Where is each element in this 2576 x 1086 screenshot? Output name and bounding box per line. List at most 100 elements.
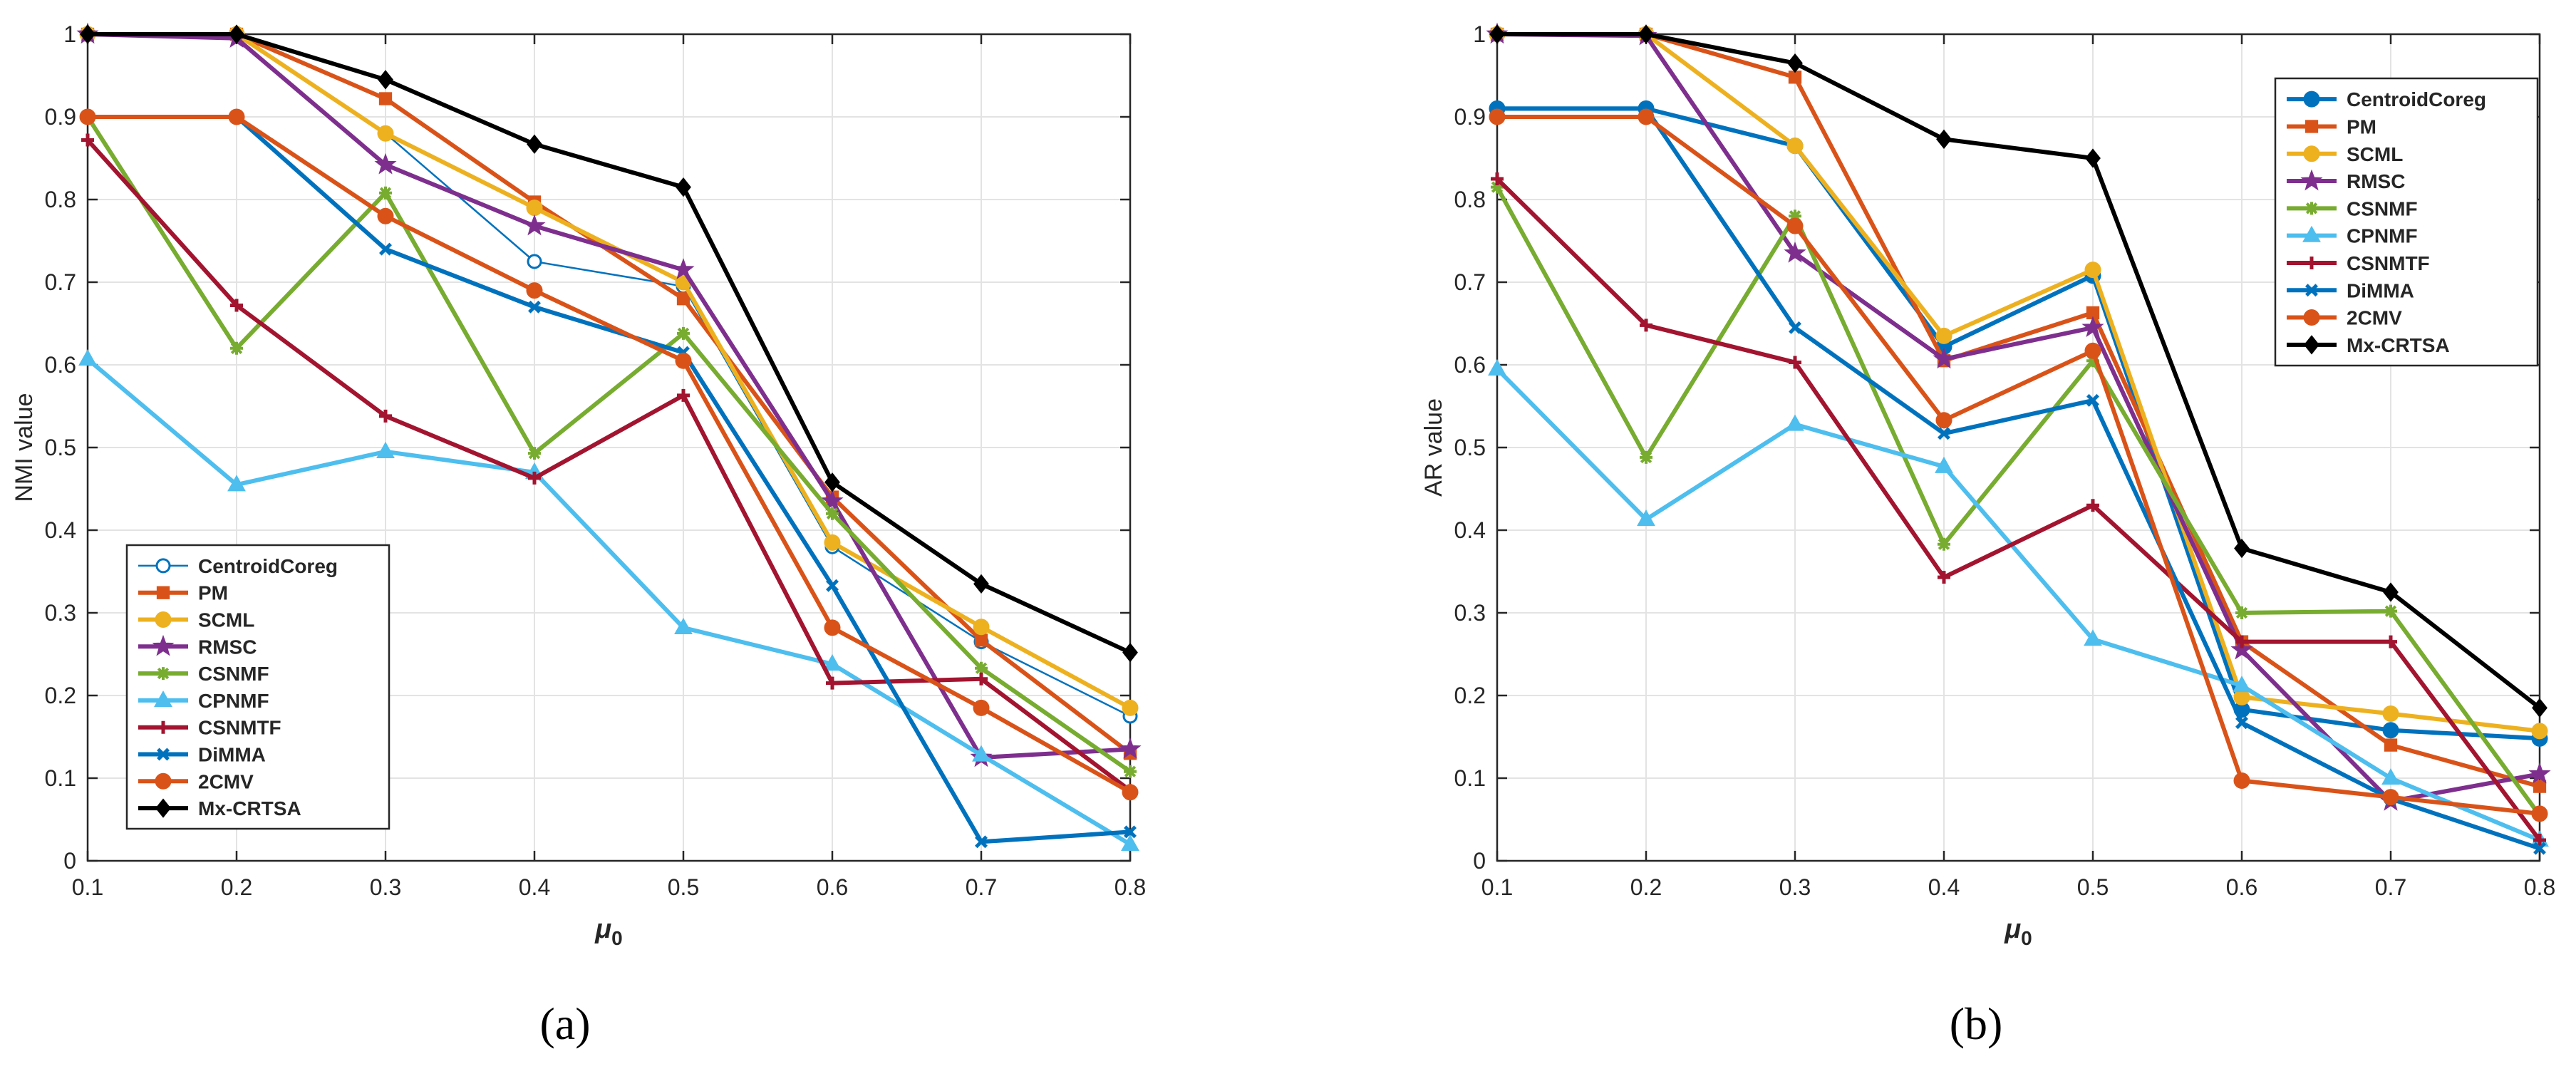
data-point — [528, 447, 541, 460]
y-tick-label: 0.1 — [1454, 765, 1486, 791]
data-point — [975, 661, 988, 675]
x-tick-label: 0.6 — [817, 874, 848, 900]
data-point — [1788, 71, 1802, 84]
caption-b: (b) — [1949, 998, 2003, 1049]
data-point — [378, 92, 393, 105]
marker-diamond — [155, 798, 171, 818]
data-point — [2528, 762, 2551, 784]
data-point — [2233, 772, 2250, 789]
marker-x — [379, 242, 392, 256]
data-point — [2532, 698, 2547, 718]
marker-x — [826, 579, 839, 592]
data-point — [2382, 705, 2399, 723]
legend-item-scml: SCML — [2287, 143, 2403, 165]
series-line — [1497, 115, 2540, 816]
data-point — [2235, 606, 2248, 619]
x-tick-label: 0.8 — [1114, 874, 1146, 900]
marker-x — [975, 835, 988, 849]
legend-marker — [2303, 90, 2320, 108]
legend-marker — [2303, 145, 2320, 162]
data-point — [2383, 582, 2399, 602]
marker-plus — [81, 133, 94, 147]
marker-circle — [2084, 262, 2101, 279]
data-point — [1789, 210, 1801, 223]
data-point — [78, 349, 97, 366]
data-point — [1122, 784, 1139, 801]
marker-x — [157, 748, 170, 761]
marker-star — [2300, 169, 2323, 191]
marker-triangle — [823, 654, 842, 671]
data-point — [2084, 342, 2101, 359]
marker-diamond — [2532, 698, 2547, 718]
marker-triangle — [78, 349, 97, 366]
legend-label: 2CMV — [2347, 307, 2402, 329]
data-point — [526, 282, 543, 299]
marker-asterisk — [379, 186, 392, 200]
series-cpnmf — [1488, 358, 2549, 847]
x-axis-label: μ0 — [594, 914, 623, 949]
legend-item-pm: PM — [2287, 115, 2376, 138]
marker-circle — [2233, 772, 2250, 789]
y-tick-label: 0.4 — [45, 517, 76, 543]
data-point — [677, 388, 690, 402]
data-point — [2382, 722, 2399, 739]
legend-marker — [2305, 256, 2318, 269]
marker-square — [378, 92, 393, 105]
legend-item-scml: SCML — [138, 609, 254, 631]
legend-label: PM — [2347, 115, 2376, 138]
marker-plus — [157, 720, 170, 734]
x-tick-label: 0.4 — [1928, 874, 1960, 900]
y-tick-label: 1 — [1473, 21, 1486, 47]
marker-asterisk — [1640, 450, 1652, 464]
marker-circle — [2303, 309, 2320, 326]
legend-item-dimma: DiMMA — [2287, 279, 2414, 301]
marker-square — [156, 586, 170, 599]
series-line — [1497, 32, 2540, 789]
y-axis-label: NMI value — [11, 393, 38, 502]
data-point — [1491, 180, 1504, 194]
series-csnmf — [1491, 180, 2546, 822]
marker-asterisk — [2384, 604, 2397, 618]
marker-asterisk — [975, 661, 988, 675]
marker-asterisk — [826, 507, 839, 520]
data-point — [973, 619, 990, 636]
marker-plus — [975, 672, 988, 686]
legend-marker — [157, 720, 170, 734]
data-point — [378, 70, 393, 90]
marker-circle — [527, 254, 542, 269]
series-line — [88, 32, 1132, 755]
data-point — [1789, 356, 1801, 369]
data-point — [1488, 358, 1506, 376]
legend-marker — [2302, 225, 2321, 242]
y-tick-label: 0.3 — [1454, 600, 1486, 626]
series-line — [1495, 186, 2542, 817]
marker-circle — [1638, 108, 1655, 125]
marker-asterisk — [2086, 354, 2099, 368]
marker-asterisk — [157, 667, 170, 681]
legend-marker — [2303, 309, 2320, 326]
marker-plus — [2305, 256, 2318, 269]
marker-circle — [1935, 327, 1952, 344]
marker-triangle — [2233, 676, 2251, 693]
data-point — [672, 258, 695, 279]
legend-item-mx-crtsa: Mx-CRTSA — [2287, 334, 2450, 356]
marker-triangle — [1637, 510, 1655, 527]
data-point — [1786, 414, 1804, 431]
y-tick-label: 0.5 — [1454, 435, 1486, 460]
series-line — [88, 115, 1131, 844]
data-point — [2533, 834, 2546, 847]
data-point — [823, 654, 842, 671]
data-point — [2384, 635, 2397, 648]
x-tick-label: 0.7 — [2375, 874, 2406, 900]
marker-square — [2384, 738, 2398, 752]
y-tick-label: 0.6 — [45, 352, 76, 378]
data-point — [2235, 635, 2248, 648]
y-tick-label: 0.2 — [45, 683, 76, 708]
data-point — [1786, 217, 1804, 234]
legend-item-csnmtf: CSNMTF — [2287, 252, 2430, 274]
marker-circle — [2303, 90, 2320, 108]
marker-circle — [973, 619, 990, 636]
marker-diamond — [1787, 53, 1803, 73]
